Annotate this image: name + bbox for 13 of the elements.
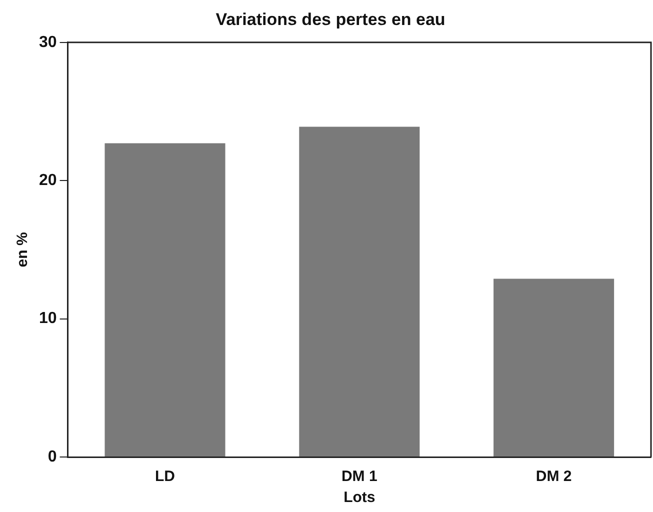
- x-tick-label: DM 1: [341, 468, 378, 486]
- x-tick-label: LD: [154, 468, 176, 486]
- y-tick-label: 0: [48, 448, 57, 466]
- chart-title: Variations des pertes en eau: [216, 10, 446, 29]
- bar: [104, 143, 226, 456]
- x-tick-label: DM 2: [536, 468, 572, 486]
- y-tick-label: 20: [39, 172, 57, 190]
- y-tick-label: 30: [39, 34, 57, 51]
- y-tick-label: 10: [39, 310, 57, 328]
- bar: [494, 278, 614, 456]
- x-axis-title: Lots: [344, 489, 376, 506]
- y-axis-title: en %: [14, 232, 32, 268]
- bar: [299, 126, 420, 456]
